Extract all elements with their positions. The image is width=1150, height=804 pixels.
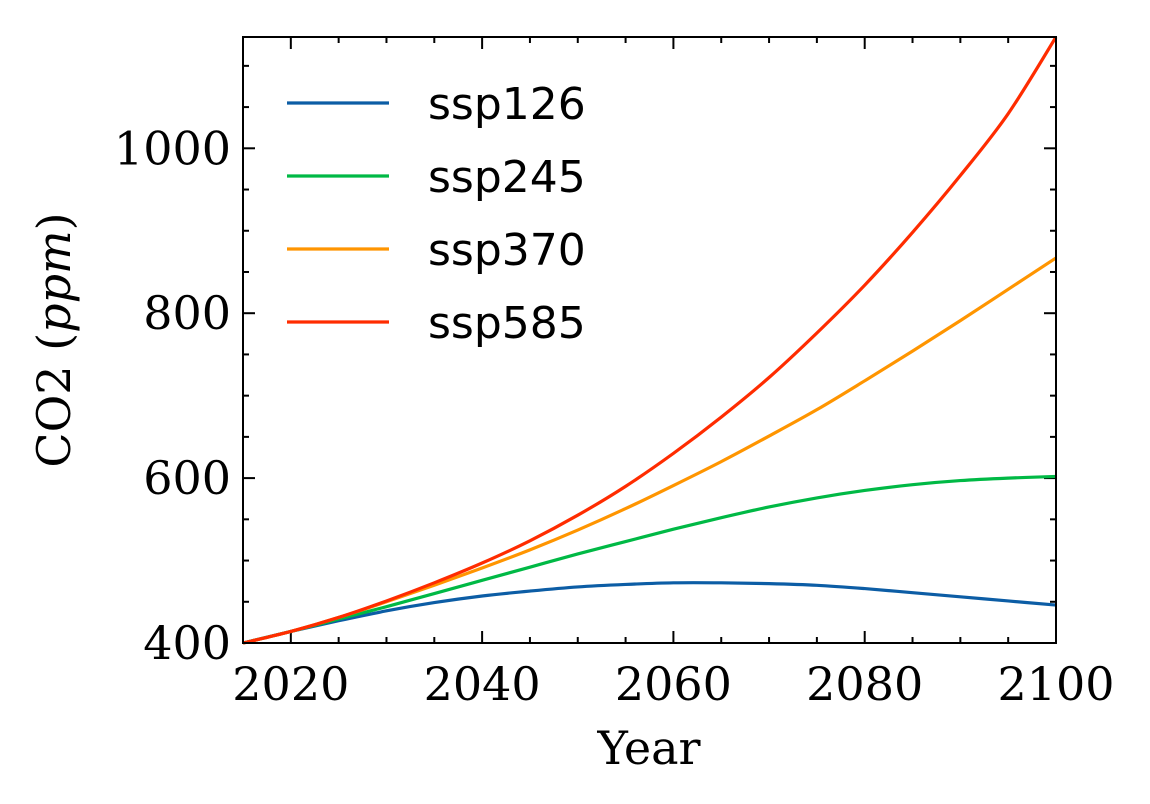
- plot-frame: [242, 36, 1057, 644]
- legend-label-ssp245: ssp245: [428, 152, 586, 203]
- y-tick-label: 1000: [114, 121, 231, 175]
- y-tick-label: 400: [143, 616, 231, 670]
- x-tick-label: 2040: [424, 657, 541, 711]
- legend-label-ssp370: ssp370: [428, 225, 586, 276]
- series-line-ssp126: [242, 581, 1057, 645]
- series-line-ssp370: [242, 256, 1057, 645]
- series-line-ssp585: [242, 36, 1058, 645]
- x-tick-label: 2020: [232, 657, 349, 711]
- legend-label-ssp126: ssp126: [428, 79, 586, 130]
- series-line-ssp245: [242, 474, 1057, 645]
- x-tick-label: 2100: [997, 657, 1114, 711]
- axis-ticks: [242, 37, 1057, 644]
- series-lines: [242, 36, 1058, 645]
- x-tick-label: 2060: [615, 657, 732, 711]
- y-axis-title-unit: ppm: [27, 230, 81, 333]
- y-tick-label: 600: [143, 451, 231, 505]
- y-axis-title-main: CO2: [27, 365, 81, 467]
- y-axis-title: CO2 (ppm): [27, 212, 81, 467]
- tick-labels: 2020 2040 2060 2080 2100 400 600 800 1000: [114, 121, 1115, 711]
- x-axis-title: Year: [596, 721, 700, 775]
- legend: ssp126 ssp245 ssp370 ssp585: [287, 79, 586, 349]
- legend-label-ssp585: ssp585: [428, 298, 586, 349]
- x-tick-label: 2080: [806, 657, 923, 711]
- y-tick-label: 800: [143, 286, 231, 340]
